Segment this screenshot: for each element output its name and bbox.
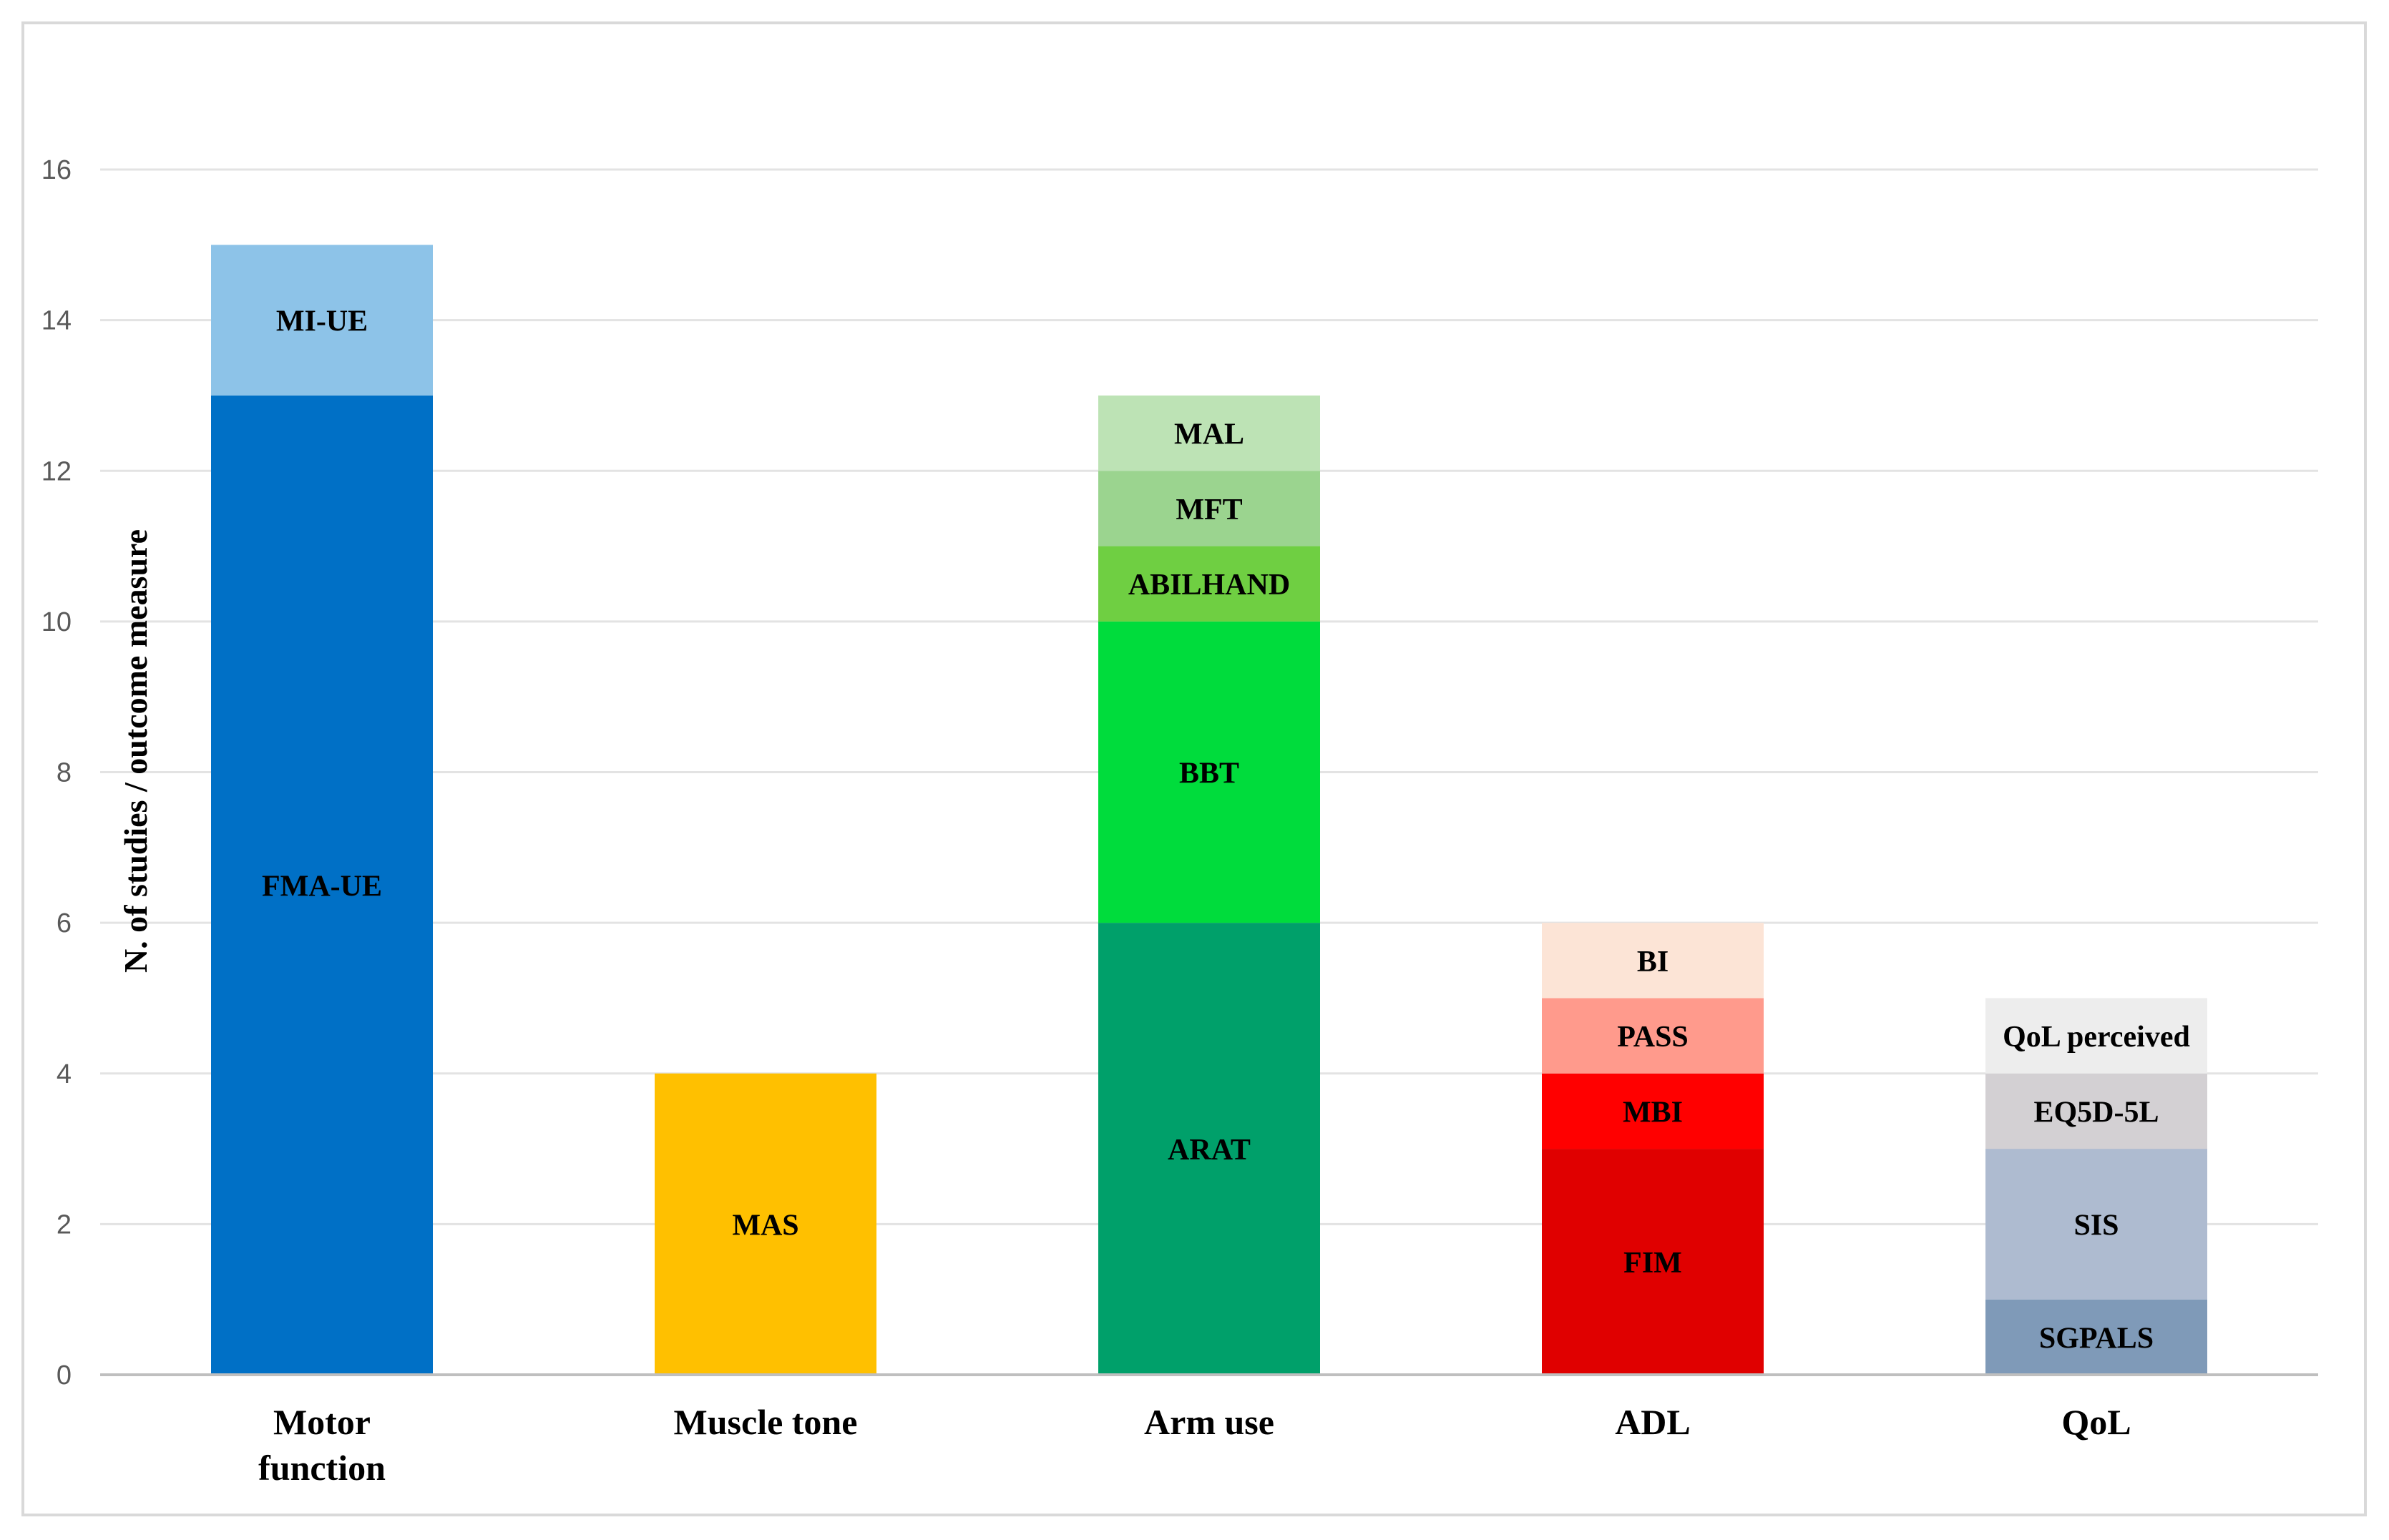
segment-label: EQ5D-5L xyxy=(2033,1096,2159,1129)
y-tick-label: 6 xyxy=(57,908,72,938)
y-axis-ticks: 0 2 4 6 8 10 12 14 16 xyxy=(41,155,72,1391)
bar-segment-pass xyxy=(1542,998,1764,1074)
y-tick-label: 10 xyxy=(41,607,72,637)
bar-segment-mas xyxy=(655,1073,876,1375)
y-tick-label: 4 xyxy=(57,1059,72,1089)
bar-segment-mbi xyxy=(1542,1073,1764,1149)
segment-label: FIM xyxy=(1623,1247,1682,1280)
bar-segment-mft xyxy=(1098,471,1320,546)
segment-label: MBI xyxy=(1623,1096,1683,1129)
segment-label: BBT xyxy=(1179,757,1239,790)
y-tick-label: 0 xyxy=(57,1360,72,1391)
segment-label: MFT xyxy=(1176,494,1242,526)
segment-label: PASS xyxy=(1617,1021,1689,1054)
segment-label: MI-UE xyxy=(276,305,368,338)
segment-label: SIS xyxy=(2073,1209,2119,1242)
y-tick-label: 2 xyxy=(57,1210,72,1240)
bars: FMA-UE MI-UE MAS ARAT BBT ABILHAND MFT MAL FIM MB… xyxy=(211,245,2207,1375)
bar-segment-qol-perceived xyxy=(1985,998,2207,1074)
x-category-label: Muscle tone xyxy=(674,1402,858,1442)
segment-label: BI xyxy=(1637,946,1669,979)
segment-label: SGPALS xyxy=(2039,1322,2154,1355)
bar-segment-sis xyxy=(1985,1149,2207,1300)
y-tick-label: 14 xyxy=(41,306,72,336)
y-tick-label: 12 xyxy=(41,456,72,486)
y-tick-label: 16 xyxy=(41,155,72,185)
x-category-label: function xyxy=(258,1448,386,1488)
x-axis-categories: Motor function Muscle tone Arm use ADL QoL xyxy=(258,1402,2131,1488)
x-category-label: Arm use xyxy=(1144,1402,1274,1442)
bar-segment-eq5d-5l xyxy=(1985,1073,2207,1149)
bar-segment-abilhand xyxy=(1098,546,1320,622)
segment-label: QoL perceived xyxy=(2003,1021,2190,1054)
bar-segment-bi xyxy=(1542,923,1764,999)
bar-segment-fim xyxy=(1542,1149,1764,1375)
bar-segment-sgpals xyxy=(1985,1299,2207,1375)
segment-label: MAS xyxy=(732,1209,798,1242)
x-category-label: QoL xyxy=(2061,1402,2131,1442)
y-tick-label: 8 xyxy=(57,758,72,788)
bar-segment-mi-ue xyxy=(211,245,433,396)
bar-segment-arat xyxy=(1098,923,1320,1375)
y-axis-label: N. of studies / outcome measure xyxy=(117,529,154,973)
segment-label: ARAT xyxy=(1168,1134,1251,1167)
bar-segment-fma-ue xyxy=(211,395,433,1375)
bar-segment-bbt xyxy=(1098,621,1320,923)
segment-label: FMA-UE xyxy=(262,870,382,903)
segment-label: MAL xyxy=(1174,418,1244,451)
x-category-label: Motor xyxy=(273,1402,371,1442)
bar-segment-mal xyxy=(1098,395,1320,471)
x-category-label: ADL xyxy=(1615,1402,1691,1442)
segment-label: ABILHAND xyxy=(1128,569,1290,602)
